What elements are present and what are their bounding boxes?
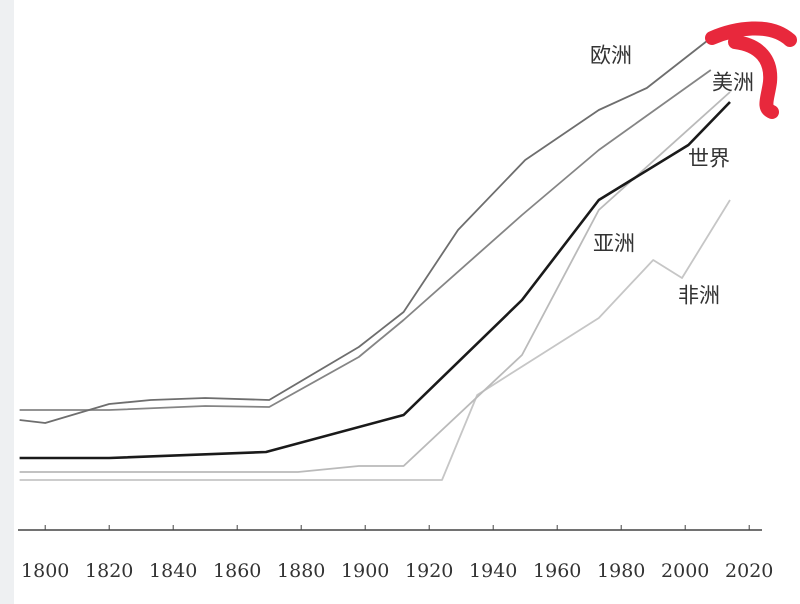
x-tick-label: 1860 xyxy=(213,560,261,582)
x-tick-label: 1940 xyxy=(469,560,517,582)
series-label: 美洲 xyxy=(712,71,754,95)
annotation-mark xyxy=(705,21,797,119)
x-tick-label: 2000 xyxy=(661,560,709,582)
x-tick-label: 1880 xyxy=(277,560,325,582)
series-label: 世界 xyxy=(688,147,730,171)
x-tick-label: 1800 xyxy=(21,560,69,582)
series-line xyxy=(19,37,712,424)
x-tick-label: 1900 xyxy=(341,560,389,582)
series-line xyxy=(19,91,731,473)
x-tick-label: 1980 xyxy=(597,560,645,582)
x-tick-label: 1960 xyxy=(533,560,581,582)
left-edge xyxy=(0,0,14,604)
x-tick-label: 2020 xyxy=(725,560,773,582)
series-label: 亚洲 xyxy=(593,232,635,256)
x-tick-label: 1920 xyxy=(405,560,453,582)
series-line xyxy=(19,199,731,481)
x-tick-label: 1840 xyxy=(149,560,197,582)
series-line xyxy=(19,69,712,411)
plot xyxy=(19,37,731,481)
series-line xyxy=(19,101,731,460)
series-label: 非洲 xyxy=(678,284,720,308)
series-label: 欧洲 xyxy=(590,44,632,68)
x-tick-label: 1820 xyxy=(85,560,133,582)
